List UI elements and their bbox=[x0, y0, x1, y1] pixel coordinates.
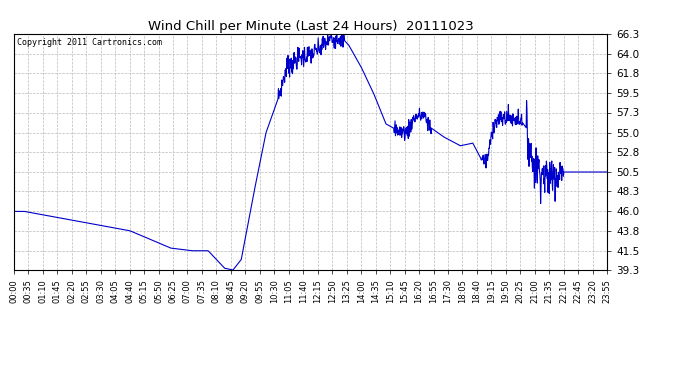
Text: Copyright 2011 Cartronics.com: Copyright 2011 Cartronics.com bbox=[17, 39, 161, 48]
Title: Wind Chill per Minute (Last 24 Hours)  20111023: Wind Chill per Minute (Last 24 Hours) 20… bbox=[148, 20, 473, 33]
